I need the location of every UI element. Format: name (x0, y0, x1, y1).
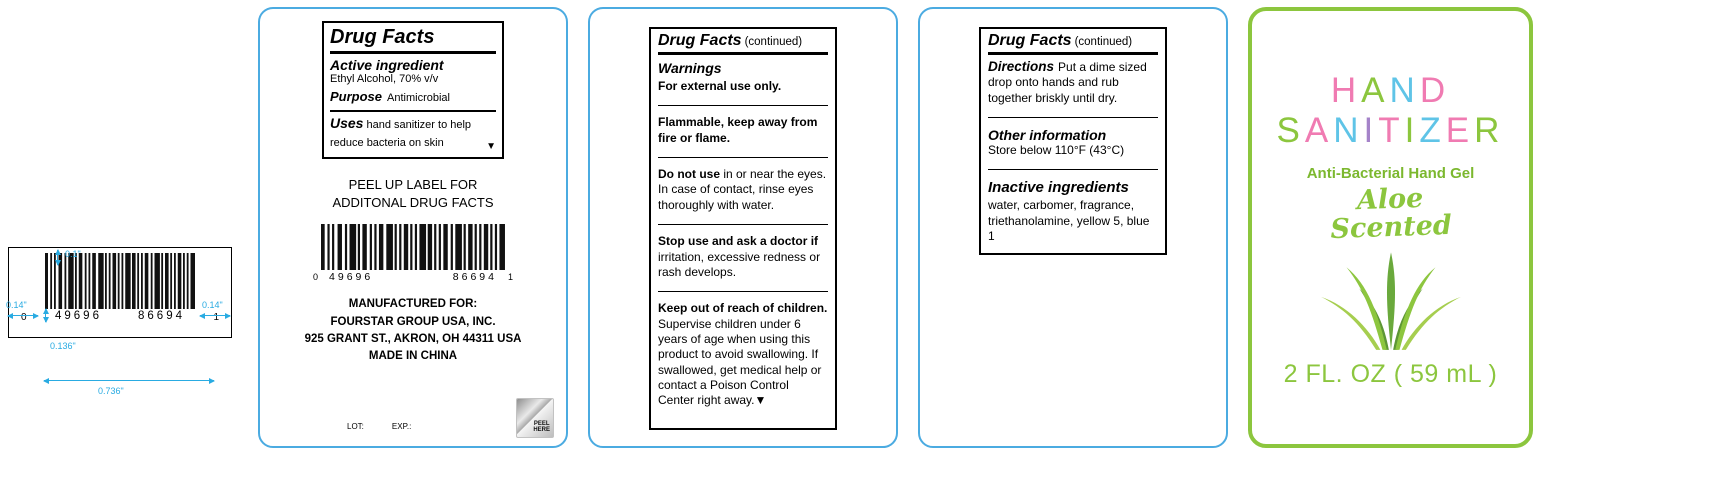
barcode-bars (45, 253, 195, 309)
dimension-arrow-digits (42, 308, 49, 323)
uses-heading: Uses (330, 115, 364, 132)
external-use-warning: For external use only. (658, 79, 782, 93)
barcode-right-digit: 1 (213, 312, 219, 323)
expand-arrow-icon: ▼ (754, 393, 767, 408)
scent-name: Aloe Scented (1329, 182, 1453, 245)
peel-here-corner-icon: PEEL HERE (516, 398, 554, 438)
peel-here-line: HERE (533, 427, 550, 434)
barcode-digit-group: 49696 (329, 271, 374, 284)
barcode-digits: 49696 86694 (321, 271, 505, 283)
upc-barcode: 0 49696 86694 1 (310, 224, 516, 283)
dimension-total-width: 0.736" (98, 386, 124, 396)
directions-label-panel: Drug Facts (continued) Directions Put a di… (918, 7, 1228, 448)
stop-use-warning: Stop use and ask a doctor if irritation,… (658, 224, 828, 280)
barcode-digit-group: 49696 (55, 310, 102, 322)
inactive-ingredients-section: Inactive ingredients water, carbomer, fr… (988, 169, 1158, 244)
barcode-right-digit: 1 (507, 272, 513, 283)
dimension-arrow-width (43, 377, 215, 384)
inactive-ingredients-text: water, carbomer, fragrance, triethanolam… (988, 198, 1150, 244)
drug-facts-continued-title: Drug Facts (continued) (658, 32, 828, 55)
manufacturer-block: MANUFACTURED FOR: FOURSTAR GROUP USA, IN… (260, 296, 566, 365)
drug-facts-title: Drug Facts (988, 32, 1072, 49)
lot-exp-row: LOT: EXP.: (347, 422, 411, 431)
barcode-spec-box: 49696 86694 0 1 (8, 247, 232, 338)
continued-suffix: (continued) (1074, 36, 1133, 48)
dimension-arrow-top (54, 249, 61, 266)
barcode-bars: 49696 86694 (321, 224, 505, 283)
manufacturer-line: MADE IN CHINA (368, 350, 458, 363)
warnings-heading: Warnings (658, 60, 722, 76)
other-information-section: Other information Store below 110°F (43°… (988, 117, 1158, 158)
dimension-left-margin: 0.14" (6, 300, 27, 310)
stop-use-text: irritation, excessive redness or rash de… (658, 249, 821, 279)
warnings-label-panel: Drug Facts (continued) Warnings For exter… (588, 7, 898, 448)
other-information-heading: Other information (988, 127, 1107, 144)
front-label-panel: HAND SANITIZER Anti-Bacterial Hand Gel A… (1248, 7, 1533, 448)
peel-here-text: PEEL HERE (533, 421, 550, 434)
manufacturer-line: FOURSTAR GROUP USA, INC. (330, 315, 496, 328)
uses-text: hand sanitizer to help reduce bacteria o… (330, 119, 472, 150)
scent-line: Scented (1329, 209, 1453, 245)
continued-suffix: (continued) (744, 36, 803, 48)
expand-arrow-icon: ▼ (486, 141, 496, 153)
directions-heading: Directions (988, 59, 1055, 74)
do-not-use-text: in or near the eyes. In case of contact,… (658, 167, 827, 212)
peel-here-line: PEEL (533, 420, 550, 427)
dimension-digit-height: 0.136" (50, 341, 76, 351)
active-ingredient-heading: Active ingredient (330, 57, 444, 73)
barcode-left-digit: 0 (313, 272, 319, 283)
barcode-left-digit: 0 (21, 312, 27, 323)
uses-section: Uses hand sanitizer to help reduce bacter… (330, 110, 496, 153)
dimension-right-margin: 0.14" (202, 300, 223, 310)
product-subtitle: Anti-Bacterial Hand Gel (1306, 164, 1475, 182)
drug-facts-continued-box: Drug Facts (continued) Directions Put a di… (979, 27, 1167, 255)
keep-out-warning: Keep out of reach of children. Supervise… (658, 291, 828, 409)
drug-facts-continued-title: Drug Facts (continued) (988, 32, 1158, 55)
keep-out-text: Supervise children under 6 years of age … (658, 316, 822, 408)
drug-facts-continued-box: Drug Facts (continued) Warnings For exter… (649, 27, 837, 430)
peel-curl-graphic (517, 399, 553, 437)
net-contents: 2 FL. OZ ( 59 mL ) (1283, 360, 1498, 389)
aloe-plant-image (1320, 252, 1461, 351)
drug-facts-title: Drug Facts (658, 32, 742, 49)
manufacturer-line: 925 GRANT ST., AKRON, OH 44311 USA (304, 332, 522, 345)
purpose-row: Purpose Antimicrobial (330, 88, 496, 106)
do-not-use-lead: Do not use (658, 167, 720, 182)
inactive-ingredients-heading: Inactive ingredients (988, 179, 1129, 197)
dimension-arrow-left (7, 312, 39, 319)
purpose-value: Antimicrobial (387, 92, 450, 105)
dimension-top-height: 0.1" (65, 249, 81, 259)
barcode-digits: 49696 86694 (45, 310, 195, 322)
back-label-panel: Drug Facts Active ingredient Ethyl Alcoh… (258, 7, 568, 448)
barcode-digit-group: 86694 (452, 271, 497, 284)
peel-up-note: PEEL UP LABEL FOR ADDITONAL DRUG FACTS (260, 176, 566, 211)
brand-name: HAND SANITIZER (1277, 71, 1505, 152)
barcode-digit-group: 86694 (138, 310, 185, 322)
brand-line-sanitizer: SANITIZER (1276, 111, 1505, 151)
directions-text: Put a dime sized drop onto hands and rub… (988, 60, 1147, 105)
flammable-warning: Flammable, keep away from fire or flame. (658, 105, 828, 146)
lot-label: LOT: (347, 422, 364, 431)
other-information-text: Store below 110°F (43°C) (988, 143, 1125, 158)
do-not-use-warning: Do not use in or near the eyes. In case … (658, 157, 828, 213)
keep-out-lead: Keep out of reach of children. (658, 301, 828, 316)
peel-note-line: PEEL UP LABEL FOR (348, 177, 478, 193)
dimension-arrow-right (199, 312, 231, 319)
exp-label: EXP.: (391, 422, 412, 431)
directions-section: Directions Put a dime sized drop onto han… (988, 58, 1158, 106)
peel-note-line: ADDITONAL DRUG FACTS (332, 194, 494, 210)
active-ingredient-value: Ethyl Alcohol, 70% v/v (330, 73, 439, 85)
stop-use-lead: Stop use and ask a doctor if (658, 234, 819, 249)
manufacturer-line: MANUFACTURED FOR: (348, 298, 478, 311)
drug-facts-title: Drug Facts (330, 26, 496, 54)
brand-line-hand: HAND (1330, 71, 1451, 110)
purpose-heading: Purpose (330, 89, 383, 105)
drug-facts-box: Drug Facts Active ingredient Ethyl Alcoh… (322, 21, 504, 160)
